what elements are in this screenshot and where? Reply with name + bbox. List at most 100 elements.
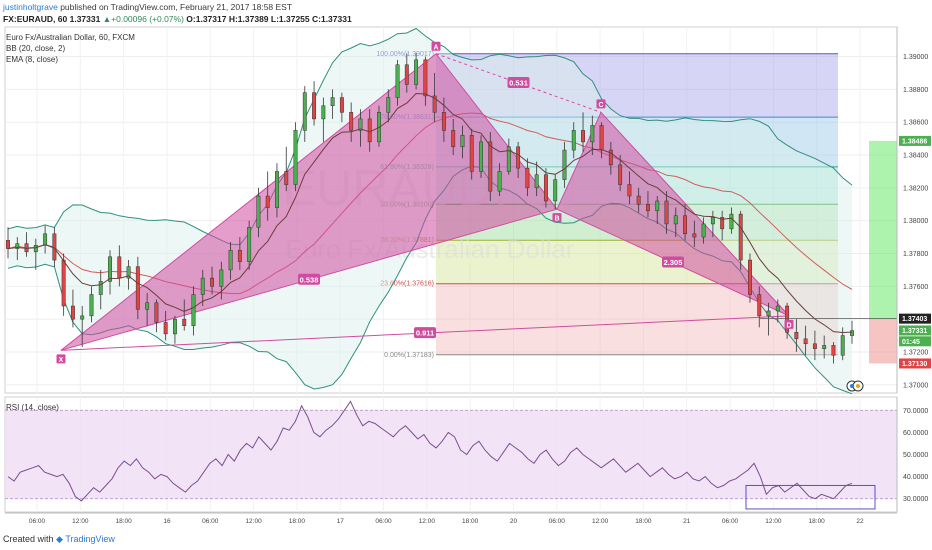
candle-body xyxy=(729,213,734,230)
candle-body xyxy=(655,200,660,212)
time-tick-label: 18:00 xyxy=(635,518,652,525)
candle-body xyxy=(608,149,613,166)
time-tick-label: 18:00 xyxy=(115,518,132,525)
pattern-point-badge xyxy=(431,41,441,51)
rsi-title: RSI (14, close) xyxy=(6,403,59,412)
price-change: +0.00096 (+0.07%) xyxy=(111,14,184,24)
time-axis[interactable]: 06:00 12:00 18:00 16 06:00 12:00 18:00 17 06:00 1… xyxy=(5,512,897,525)
candle-body xyxy=(683,215,688,235)
candle-body xyxy=(441,112,446,131)
candle-body xyxy=(581,130,585,143)
candle-body xyxy=(395,64,400,98)
candle-body xyxy=(664,200,669,225)
candle-body xyxy=(43,233,48,246)
candle-body xyxy=(766,310,771,317)
price-tag xyxy=(899,336,931,347)
tradingview-logo-icon: ◆ xyxy=(56,534,63,544)
author-link[interactable]: justinholtgrave xyxy=(3,2,58,12)
price-tag-label: 1.38486 xyxy=(902,138,927,145)
ratio-label: 2.305 xyxy=(664,258,683,267)
price-tag-label: 1.37403 xyxy=(902,316,927,323)
candle-body xyxy=(794,332,799,340)
candle-body xyxy=(321,105,326,120)
candle-body xyxy=(404,64,409,85)
pattern-leg xyxy=(60,53,437,351)
candle-body xyxy=(618,164,623,185)
candle-body xyxy=(358,118,363,131)
price-axis[interactable]: 1.39000 1.38800 1.38600 1.38400 1.38200 1.380… xyxy=(896,27,931,393)
indicator-legend: Euro Fx/Australian Dollar, 60, FXCM BB (… xyxy=(6,33,135,64)
candle-body xyxy=(219,269,224,287)
candle-body xyxy=(571,130,576,151)
candle-body xyxy=(275,171,279,208)
pattern-bcd-triangle xyxy=(557,112,789,316)
candle-body xyxy=(646,204,650,212)
snapshot-icon[interactable] xyxy=(846,380,864,392)
pattern-point-label: C xyxy=(598,102,603,109)
price-tick-label: 1.37800 xyxy=(903,251,928,258)
candle-body xyxy=(414,59,419,85)
candle-body xyxy=(126,266,131,279)
candle-body xyxy=(284,171,289,185)
candle-body xyxy=(543,174,548,202)
price-tick-label: 1.37000 xyxy=(903,382,928,389)
pattern-leg-dashed xyxy=(435,53,602,113)
candle-body xyxy=(710,217,715,225)
candle-body xyxy=(117,256,122,279)
price-tick-label: 1.37200 xyxy=(903,349,928,356)
candle-body xyxy=(850,330,854,336)
price-tag xyxy=(899,135,931,146)
candle-body xyxy=(98,281,103,295)
time-tick-label: 22 xyxy=(856,518,864,525)
candle-body xyxy=(70,305,75,320)
price-tick-label: 1.39000 xyxy=(903,54,928,61)
pattern-point-badge xyxy=(596,99,606,109)
time-tick-label: 18:00 xyxy=(462,518,479,525)
symbol-name[interactable]: FX:EURAUD, 60 xyxy=(3,14,68,24)
candle-body xyxy=(80,315,85,320)
legend-ema: EMA (8, close) xyxy=(6,55,58,64)
price-tick-label: 1.37600 xyxy=(903,284,928,291)
ratio-badge xyxy=(298,273,320,285)
candle-body xyxy=(61,259,66,307)
fib-level-label: 0.00%(1.37183) xyxy=(384,352,434,359)
time-tick-label: 12:00 xyxy=(592,518,609,525)
ema-line xyxy=(7,92,853,334)
time-tick-label: 12:00 xyxy=(765,518,782,525)
price-tick-label: 1.38200 xyxy=(903,185,928,192)
position-tool[interactable] xyxy=(760,140,897,364)
rsi-tick-label: 50.0000 xyxy=(903,452,928,459)
pattern-point-label: D xyxy=(786,322,791,329)
ratio-label: 0.531 xyxy=(509,79,528,88)
candle-body xyxy=(330,97,335,107)
candle-body xyxy=(701,223,706,238)
time-tick-label: 21 xyxy=(683,518,691,525)
ema-path xyxy=(7,92,853,334)
time-tick-label: 12:00 xyxy=(419,518,436,525)
pattern-point-label: X xyxy=(59,357,64,364)
rsi-tick-label: 40.0000 xyxy=(903,474,928,481)
tradingview-brand-link[interactable]: TradingView xyxy=(65,534,115,544)
candle-body xyxy=(636,195,641,205)
publish-line: justinholtgrave published on TradingView… xyxy=(3,2,292,12)
candle-body xyxy=(172,318,177,335)
fib-zone xyxy=(436,240,838,284)
pattern-point-badge xyxy=(56,354,66,364)
candle-body xyxy=(590,125,595,143)
candle-body xyxy=(840,335,845,356)
candle-body xyxy=(154,302,159,323)
candle-body xyxy=(200,277,205,295)
candle-body xyxy=(599,125,604,151)
candle-body xyxy=(312,92,317,120)
candle-body xyxy=(822,345,827,349)
candle-body xyxy=(339,97,344,113)
price-tick-label: 1.38400 xyxy=(903,153,928,160)
candle-body xyxy=(831,345,836,356)
candle-body xyxy=(237,249,242,262)
candle-body xyxy=(432,95,437,113)
price-tick-label: 1.38000 xyxy=(903,218,928,225)
time-tick-label: 06:00 xyxy=(549,518,566,525)
price-tag xyxy=(899,313,931,324)
candle-body xyxy=(516,146,521,169)
